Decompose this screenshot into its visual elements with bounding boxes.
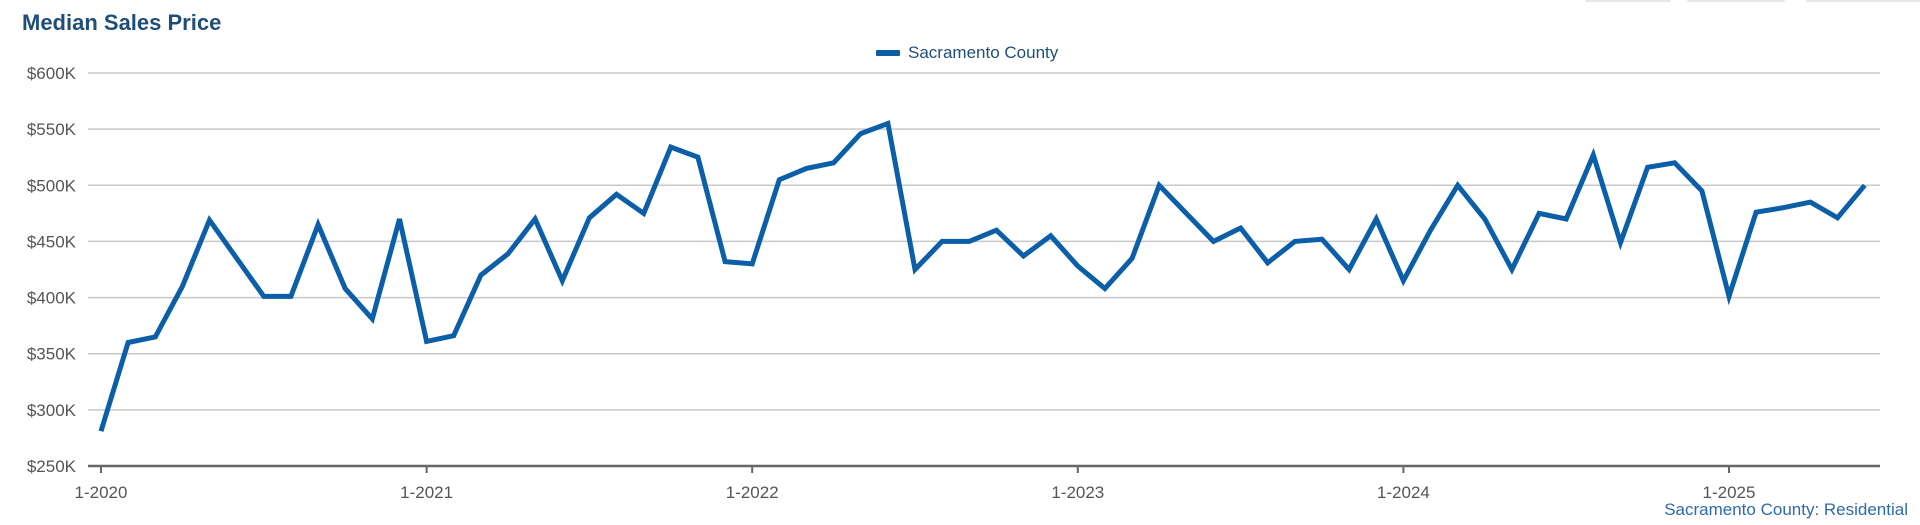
x-tick-label: 1-2023 [1051, 483, 1104, 502]
y-tick-label: $250K [27, 457, 77, 476]
data-point[interactable] [1588, 150, 1598, 160]
y-tick-label: $600K [27, 64, 77, 83]
data-point[interactable] [856, 129, 866, 139]
data-point[interactable] [1181, 208, 1191, 218]
data-point[interactable] [1290, 236, 1300, 246]
data-point[interactable] [177, 281, 187, 291]
data-point[interactable] [1046, 231, 1056, 241]
data-point[interactable] [937, 236, 947, 246]
x-tick-label: 1-2025 [1703, 483, 1756, 502]
y-tick-label: $350K [27, 345, 77, 364]
data-point[interactable] [1833, 213, 1843, 223]
top-tab-1[interactable] [1585, 0, 1671, 2]
data-point[interactable] [476, 270, 486, 280]
data-point[interactable] [774, 175, 784, 185]
data-point[interactable] [503, 249, 513, 259]
data-point[interactable] [666, 142, 676, 152]
x-tick-label: 1-2020 [75, 483, 128, 502]
data-point[interactable] [123, 337, 133, 347]
data-point[interactable] [1670, 158, 1680, 168]
data-point[interactable] [1561, 214, 1571, 224]
legend-swatch-sacramento-county [876, 50, 900, 56]
data-point[interactable] [205, 215, 215, 225]
y-tick-label: $500K [27, 176, 77, 195]
data-point[interactable] [991, 225, 1001, 235]
data-point[interactable] [1073, 261, 1083, 271]
data-point[interactable] [747, 259, 757, 269]
x-tick-label: 1-2022 [726, 483, 779, 502]
data-point[interactable] [1236, 223, 1246, 233]
data-point[interactable] [367, 314, 377, 324]
data-point[interactable] [1317, 234, 1327, 244]
data-point[interactable] [232, 253, 242, 263]
y-tick-label: $450K [27, 232, 77, 251]
data-point[interactable] [1724, 291, 1734, 301]
chart-source: Sacramento County: Residential [1664, 500, 1908, 519]
data-point[interactable] [340, 284, 350, 294]
y-tick-label: $400K [27, 289, 77, 308]
data-point[interactable] [313, 220, 323, 230]
data-point[interactable] [286, 291, 296, 301]
data-point[interactable] [829, 158, 839, 168]
data-point[interactable] [910, 265, 920, 275]
y-tick-label: $550K [27, 120, 77, 139]
data-point[interactable] [1344, 265, 1354, 275]
data-point[interactable] [394, 214, 404, 224]
data-point[interactable] [584, 213, 594, 223]
data-point[interactable] [693, 152, 703, 162]
chart-legend[interactable]: Sacramento County [876, 43, 1058, 63]
data-point[interactable] [1507, 265, 1517, 275]
chart-title: Median Sales Price [22, 10, 222, 35]
data-point[interactable] [1860, 180, 1870, 190]
data-point[interactable] [1371, 214, 1381, 224]
data-point[interactable] [1534, 208, 1544, 218]
series-line-sacramento-county[interactable] [98, 120, 1867, 432]
data-point[interactable] [1263, 258, 1273, 268]
data-point[interactable] [259, 291, 269, 301]
data-point[interactable] [964, 236, 974, 246]
data-point[interactable] [1398, 276, 1408, 286]
data-point[interactable] [1100, 284, 1110, 294]
data-point[interactable] [1778, 203, 1788, 213]
legend-label-sacramento-county: Sacramento County [908, 43, 1059, 62]
data-point[interactable] [1208, 236, 1218, 246]
x-tick-label: 1-2024 [1377, 483, 1430, 502]
data-point[interactable] [1019, 251, 1029, 261]
data-point[interactable] [1615, 238, 1625, 248]
data-point[interactable] [1643, 162, 1653, 172]
data-point[interactable] [1751, 207, 1761, 217]
data-point[interactable] [1697, 186, 1707, 196]
data-point[interactable] [801, 163, 811, 173]
data-point[interactable] [96, 426, 106, 436]
data-point[interactable] [1127, 253, 1137, 263]
data-point[interactable] [1453, 180, 1463, 190]
data-point[interactable] [1805, 197, 1815, 207]
data-point[interactable] [557, 276, 567, 286]
data-point[interactable] [720, 257, 730, 267]
top-tab-3[interactable] [1806, 0, 1920, 2]
y-tick-label: $300K [27, 401, 77, 420]
data-point[interactable] [449, 331, 459, 341]
data-point[interactable] [1480, 214, 1490, 224]
data-point[interactable] [1154, 180, 1164, 190]
data-point[interactable] [530, 214, 540, 224]
data-point[interactable] [883, 119, 893, 129]
data-point[interactable] [612, 189, 622, 199]
top-tab-2[interactable] [1687, 0, 1785, 2]
data-point[interactable] [639, 208, 649, 218]
x-tick-label: 1-2021 [400, 483, 453, 502]
data-point[interactable] [422, 336, 432, 346]
data-point[interactable] [150, 332, 160, 342]
data-point[interactable] [1426, 225, 1436, 235]
